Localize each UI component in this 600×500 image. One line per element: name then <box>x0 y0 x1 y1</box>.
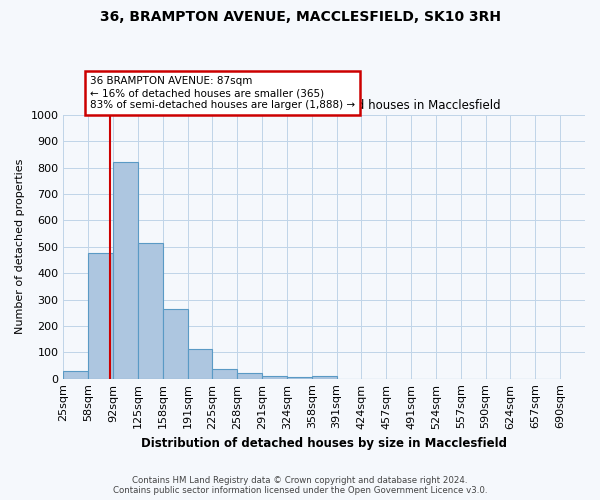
Bar <box>212 368 237 378</box>
Bar <box>138 243 163 378</box>
X-axis label: Distribution of detached houses by size in Macclesfield: Distribution of detached houses by size … <box>141 437 507 450</box>
Bar <box>262 376 287 378</box>
Bar <box>312 376 337 378</box>
Text: 36, BRAMPTON AVENUE, MACCLESFIELD, SK10 3RH: 36, BRAMPTON AVENUE, MACCLESFIELD, SK10 … <box>100 10 500 24</box>
Bar <box>64 372 88 378</box>
Title: Size of property relative to detached houses in Macclesfield: Size of property relative to detached ho… <box>148 100 501 112</box>
Text: Contains HM Land Registry data © Crown copyright and database right 2024.
Contai: Contains HM Land Registry data © Crown c… <box>113 476 487 495</box>
Bar <box>237 373 262 378</box>
Bar <box>113 162 138 378</box>
Text: 36 BRAMPTON AVENUE: 87sqm
← 16% of detached houses are smaller (365)
83% of semi: 36 BRAMPTON AVENUE: 87sqm ← 16% of detac… <box>90 76 355 110</box>
Bar <box>188 349 212 378</box>
Bar <box>163 309 188 378</box>
Bar <box>287 376 312 378</box>
Y-axis label: Number of detached properties: Number of detached properties <box>15 159 25 334</box>
Bar <box>88 252 113 378</box>
